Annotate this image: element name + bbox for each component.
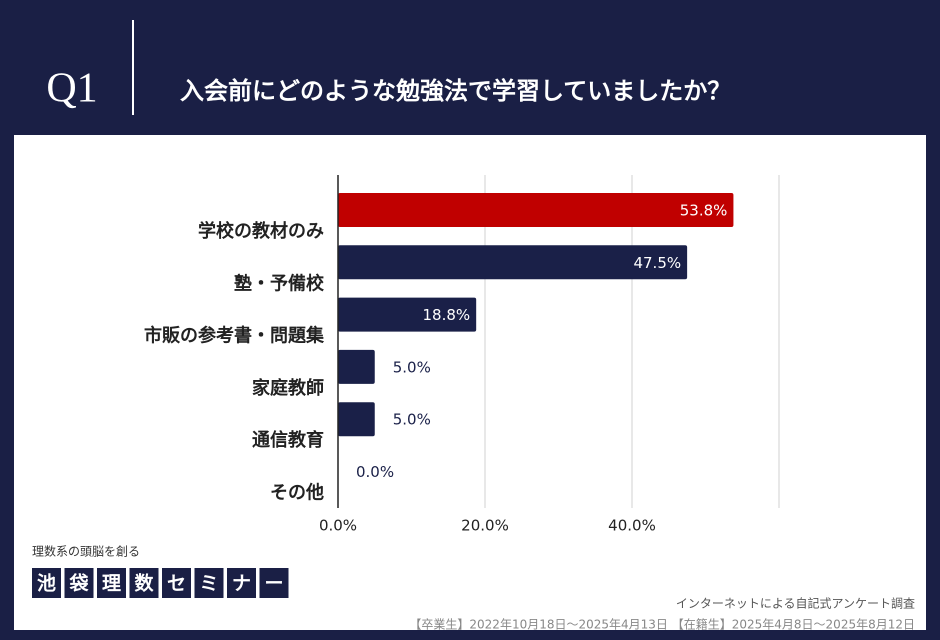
logo-char: 袋 — [68, 572, 89, 595]
value-label: 0.0% — [356, 463, 394, 481]
bar — [338, 402, 375, 437]
logo-box — [194, 568, 224, 598]
category-label: 学校の教材のみ — [198, 220, 324, 242]
logo-char: ー — [264, 573, 283, 595]
logo-char: 数 — [134, 572, 154, 595]
logo-char: ナ — [232, 573, 251, 595]
logo-box — [129, 568, 159, 598]
value-label: 18.8% — [423, 306, 471, 324]
question-title: 入会前にどのような勉強法で学習していましたか？ — [180, 77, 731, 105]
bar — [338, 297, 477, 332]
bar — [338, 349, 375, 384]
logo-tagline: 理数系の頭脳を創る — [32, 544, 140, 559]
category-label: その他 — [270, 482, 324, 504]
survey-method: インターネットによる自記式アンケート調査 — [676, 596, 915, 611]
category-label: 通信教育 — [252, 429, 324, 451]
value-label: 47.5% — [633, 254, 681, 272]
x-tick-label: 0.0% — [319, 517, 357, 535]
x-tick-label: 40.0% — [608, 517, 656, 535]
logo-box — [227, 568, 256, 598]
category-label: 家庭教師 — [252, 377, 324, 399]
logo-char: 池 — [37, 572, 56, 595]
bar — [338, 193, 734, 227]
category-label: 市販の参考書・問題集 — [144, 325, 325, 347]
survey-period: 【卒業生】2022年10月18日〜2025年4月13日 【在籍生】2025年4月… — [409, 617, 915, 632]
category-label: 塾・予備校 — [234, 272, 325, 294]
value-label: 5.0% — [393, 358, 431, 376]
logo-char: ミ — [199, 573, 218, 595]
value-label: 5.0% — [393, 411, 431, 429]
logo-box — [259, 568, 289, 598]
x-tick-label: 20.0% — [461, 517, 509, 535]
bar — [338, 245, 688, 280]
question-number: Q1 — [46, 66, 97, 112]
logo-box — [32, 568, 61, 598]
value-label: 53.8% — [680, 202, 728, 220]
logo-box — [97, 568, 126, 598]
logo-char: セ — [167, 573, 186, 595]
logo-box — [64, 568, 94, 598]
logo-char: 理 — [102, 573, 121, 595]
logo-box — [162, 568, 191, 598]
